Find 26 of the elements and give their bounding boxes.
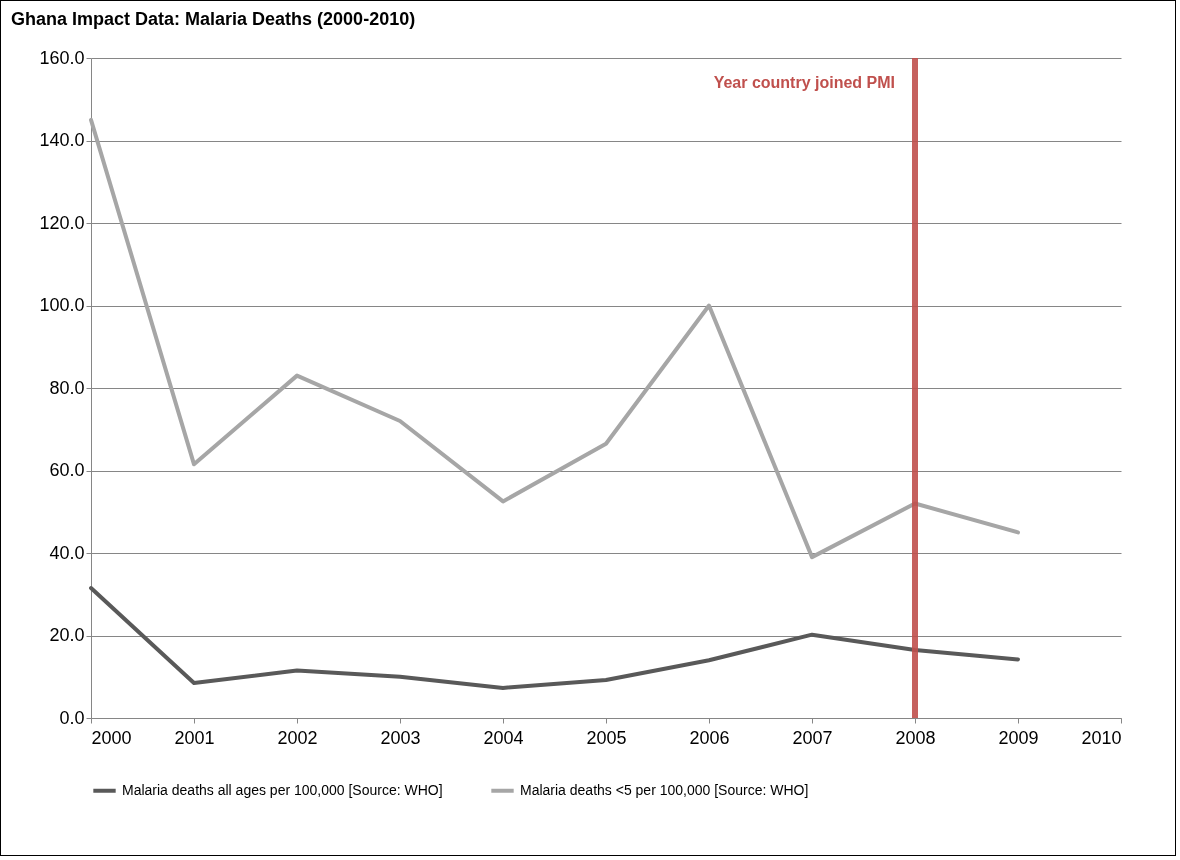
x-tick-label: 2001 xyxy=(174,727,215,748)
x-tick-label: 2004 xyxy=(483,727,524,748)
y-tick-label: 120.0 xyxy=(39,212,85,233)
x-tick-label: 2005 xyxy=(586,727,627,748)
legend-label: Malaria deaths all ages per 100,000 [Source: WHO] xyxy=(122,781,443,798)
x-tick-label: 2010 xyxy=(1081,727,1122,748)
y-tick-label: 0.0 xyxy=(59,707,85,728)
y-tick-label: 140.0 xyxy=(39,130,85,150)
ref-line-label: Year country joined PMI xyxy=(713,74,895,91)
x-tick-label: 2000 xyxy=(91,727,132,748)
x-tick-label: 2003 xyxy=(380,727,421,748)
y-tick-label: 20.0 xyxy=(49,625,85,645)
x-tick-label: 2007 xyxy=(792,727,833,748)
y-tick-label: 40.0 xyxy=(49,542,85,563)
x-tick-label: 2008 xyxy=(895,727,936,748)
x-tick-label: 2002 xyxy=(277,727,318,748)
line-series xyxy=(89,117,1020,560)
line-series xyxy=(89,586,1020,690)
y-tick-label: 60.0 xyxy=(49,460,85,480)
x-tick-label: 2006 xyxy=(689,727,730,748)
x-tick-label: 2009 xyxy=(998,727,1039,748)
y-tick-label: 160.0 xyxy=(39,47,85,68)
y-tick-label: 100.0 xyxy=(39,295,85,315)
legend-label: Malaria deaths <5 per 100,000 [Source: WHO] xyxy=(520,781,809,798)
chart-title: Ghana Impact Data: Malaria Deaths (2000-2010) xyxy=(11,9,416,29)
y-tick-label: 80.0 xyxy=(49,377,85,398)
